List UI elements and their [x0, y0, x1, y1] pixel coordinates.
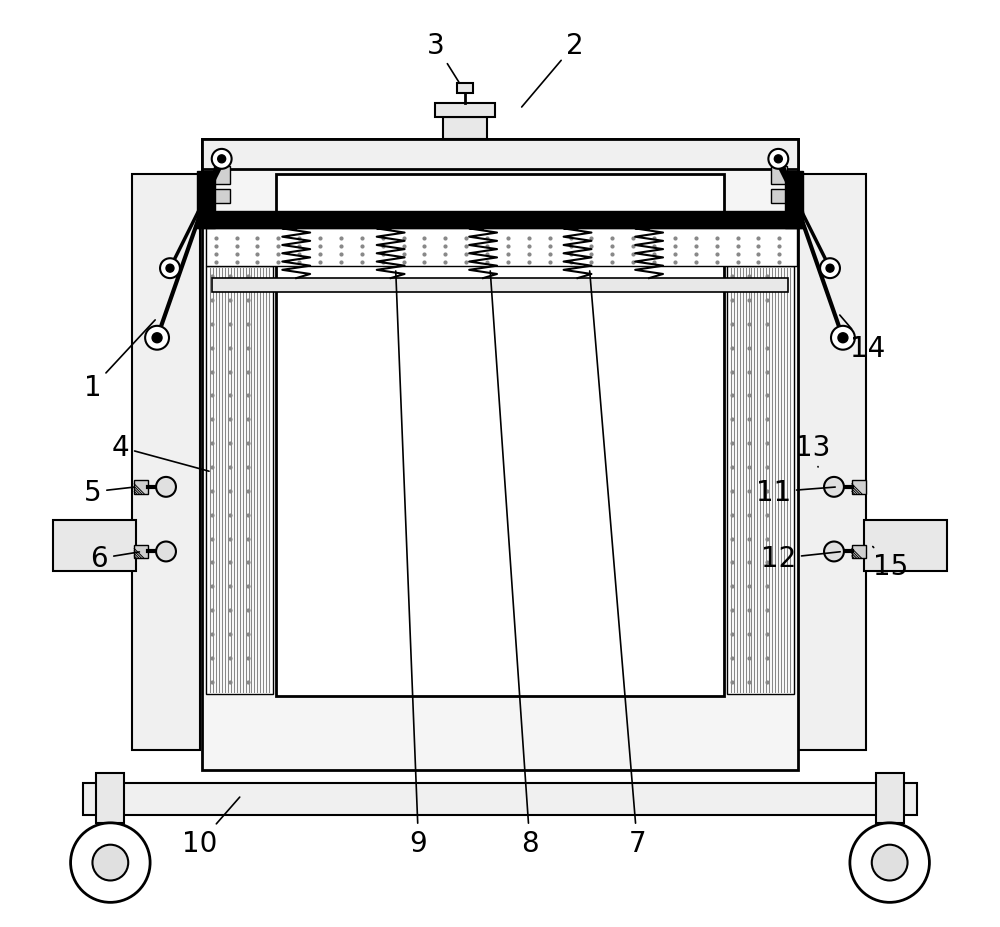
Text: 11: 11 [756, 478, 835, 506]
Circle shape [212, 150, 232, 170]
Text: 14: 14 [840, 316, 885, 362]
Text: 5: 5 [84, 478, 133, 506]
Text: 12: 12 [761, 545, 840, 573]
Circle shape [92, 844, 128, 881]
Bar [443, 118, 487, 140]
Bar [202, 140, 798, 170]
Bar [134, 480, 148, 494]
Bar [53, 520, 136, 572]
Bar [202, 140, 798, 770]
Text: 3: 3 [427, 32, 459, 83]
Bar [132, 174, 200, 751]
Text: 6: 6 [91, 545, 139, 573]
Circle shape [145, 326, 169, 350]
Circle shape [156, 477, 176, 497]
Circle shape [820, 259, 840, 279]
Bar [206, 267, 273, 694]
Bar [798, 174, 866, 751]
Bar [727, 267, 794, 694]
Bar [785, 171, 803, 229]
Bar [83, 783, 917, 815]
Circle shape [160, 259, 180, 279]
Bar [212, 279, 788, 293]
Bar [457, 84, 473, 95]
Circle shape [824, 542, 844, 562]
Bar [214, 189, 230, 203]
Text: 13: 13 [795, 434, 831, 467]
Circle shape [156, 542, 176, 562]
Circle shape [774, 156, 782, 164]
Circle shape [152, 334, 162, 343]
Circle shape [824, 477, 844, 497]
Circle shape [831, 326, 855, 350]
Circle shape [826, 265, 834, 273]
Bar [852, 545, 866, 559]
Text: 9: 9 [396, 272, 427, 857]
Bar [276, 174, 724, 696]
Bar [864, 520, 947, 572]
Circle shape [838, 334, 848, 343]
Circle shape [850, 823, 929, 902]
Circle shape [218, 156, 226, 164]
Text: 4: 4 [111, 434, 209, 472]
Circle shape [768, 150, 788, 170]
Text: 1: 1 [84, 321, 155, 402]
Text: 2: 2 [522, 32, 583, 108]
Bar [214, 167, 230, 184]
Bar [435, 104, 495, 118]
Text: 15: 15 [873, 547, 908, 580]
Bar [852, 480, 866, 494]
Bar [197, 211, 803, 229]
Bar [206, 229, 797, 267]
Bar [96, 773, 124, 823]
Text: 10: 10 [182, 797, 240, 857]
Bar [197, 171, 215, 229]
Bar [771, 189, 787, 203]
Bar [876, 773, 904, 823]
Text: 8: 8 [490, 272, 539, 857]
Bar [212, 215, 788, 229]
Bar [771, 167, 787, 184]
Text: 7: 7 [590, 272, 646, 857]
Circle shape [71, 823, 150, 902]
Circle shape [872, 844, 908, 881]
Bar [134, 545, 148, 559]
Circle shape [166, 265, 174, 273]
